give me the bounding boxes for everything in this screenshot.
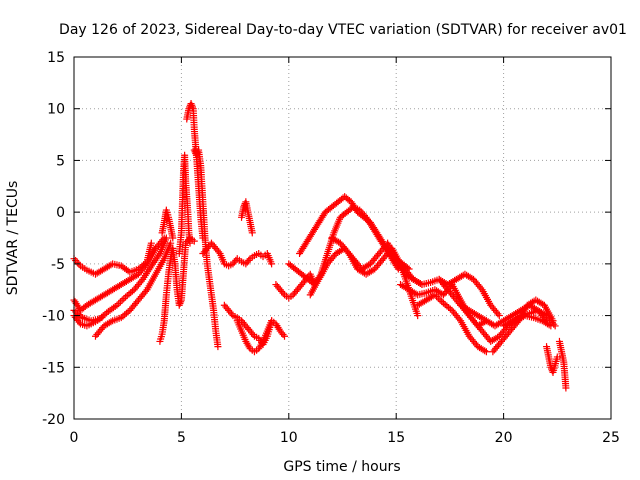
- plot-frame: [73, 56, 612, 420]
- data-point: [279, 289, 287, 297]
- series-track-m: [233, 317, 289, 356]
- data-point: [344, 248, 352, 256]
- data-point: [433, 293, 441, 301]
- data-point: [494, 310, 502, 318]
- data-point: [431, 291, 439, 299]
- data-point: [281, 332, 289, 340]
- data-point: [249, 331, 257, 339]
- data-point: [128, 287, 136, 295]
- data-point: [279, 331, 287, 339]
- data-point: [120, 295, 128, 303]
- data-point: [72, 256, 80, 264]
- data-point: [215, 248, 223, 256]
- series-track-s: [328, 234, 422, 320]
- series-track-g: [158, 206, 177, 242]
- data-point: [175, 301, 183, 309]
- y-tick-label: 15: [47, 50, 65, 66]
- chart-title: Day 126 of 2023, Sidereal Day-to-day VTE…: [59, 22, 627, 38]
- data-point: [147, 239, 155, 247]
- data-point: [429, 292, 437, 300]
- x-tick-label: 0: [70, 430, 79, 446]
- data-point: [245, 256, 253, 264]
- data-point: [186, 239, 194, 247]
- data-point: [169, 234, 177, 242]
- data-point: [73, 258, 81, 266]
- data-point: [77, 312, 85, 320]
- x-axis-title: GPS time / hours: [283, 459, 400, 475]
- data-point: [438, 298, 446, 306]
- data-point: [137, 277, 145, 285]
- data-point: [268, 260, 276, 268]
- data-point: [162, 234, 170, 242]
- y-tick-label: 5: [56, 153, 65, 169]
- series-track-z: [500, 306, 559, 330]
- data-point: [481, 347, 489, 355]
- data-point: [562, 384, 570, 392]
- data-point: [434, 294, 442, 302]
- data-point: [118, 296, 126, 304]
- series-track-f: [156, 234, 198, 345]
- x-tick-label: 5: [177, 430, 186, 446]
- data-point: [115, 300, 123, 308]
- series-track-d: [91, 239, 175, 340]
- x-tick-label: 10: [280, 430, 298, 446]
- data-point: [116, 298, 124, 306]
- y-tick-label: -5: [51, 257, 65, 273]
- data-point: [515, 313, 523, 321]
- series-track-n: [238, 198, 256, 237]
- y-tick-label: 0: [56, 205, 65, 221]
- data-points: [70, 100, 570, 392]
- data-point: [113, 301, 121, 309]
- series-track-o: [272, 270, 319, 302]
- data-point: [436, 296, 444, 304]
- y-tick-labels: -20 -15 -10 -5 0 5 10 15: [42, 50, 65, 428]
- data-point: [142, 287, 150, 295]
- data-point: [482, 348, 490, 356]
- y-tick-label: -10: [42, 309, 65, 325]
- x-tick-label: 20: [495, 430, 513, 446]
- data-point: [550, 320, 558, 328]
- data-point: [228, 310, 236, 318]
- data-point: [248, 229, 256, 237]
- y-tick-label: 10: [47, 102, 65, 118]
- data-point: [187, 100, 195, 108]
- series-track-j: [190, 146, 222, 351]
- series-track-end1: [543, 343, 561, 376]
- data-point: [188, 101, 196, 109]
- data-point: [124, 308, 132, 316]
- data-point: [438, 290, 446, 298]
- grid: [74, 57, 611, 419]
- y-tick-label: -20: [42, 412, 65, 428]
- data-point: [495, 312, 503, 320]
- x-tick-label: 15: [387, 430, 405, 446]
- x-tick-labels: 0 5 10 15 20 25: [70, 430, 620, 446]
- series-track-k: [199, 239, 276, 270]
- data-point: [553, 353, 561, 361]
- data-point: [455, 315, 463, 323]
- data-point: [176, 300, 184, 308]
- series-track-h: [175, 151, 194, 258]
- data-point: [477, 284, 485, 292]
- x-tick-label: 25: [602, 430, 620, 446]
- y-axis-title: SDTVAR / TECUs: [5, 181, 21, 296]
- series-track-v: [414, 291, 490, 356]
- series-track-end2: [555, 337, 570, 392]
- data-point: [167, 239, 175, 247]
- axis-ticks: [73, 56, 612, 420]
- y-tick-label: -15: [42, 360, 65, 376]
- data-point: [98, 314, 106, 322]
- data-point: [551, 322, 559, 330]
- data-point: [414, 312, 422, 320]
- data-point: [446, 305, 454, 313]
- data-point: [188, 103, 196, 111]
- data-point: [107, 318, 115, 326]
- data-point: [214, 343, 222, 351]
- series-track-e: [70, 312, 106, 330]
- data-point: [177, 298, 185, 306]
